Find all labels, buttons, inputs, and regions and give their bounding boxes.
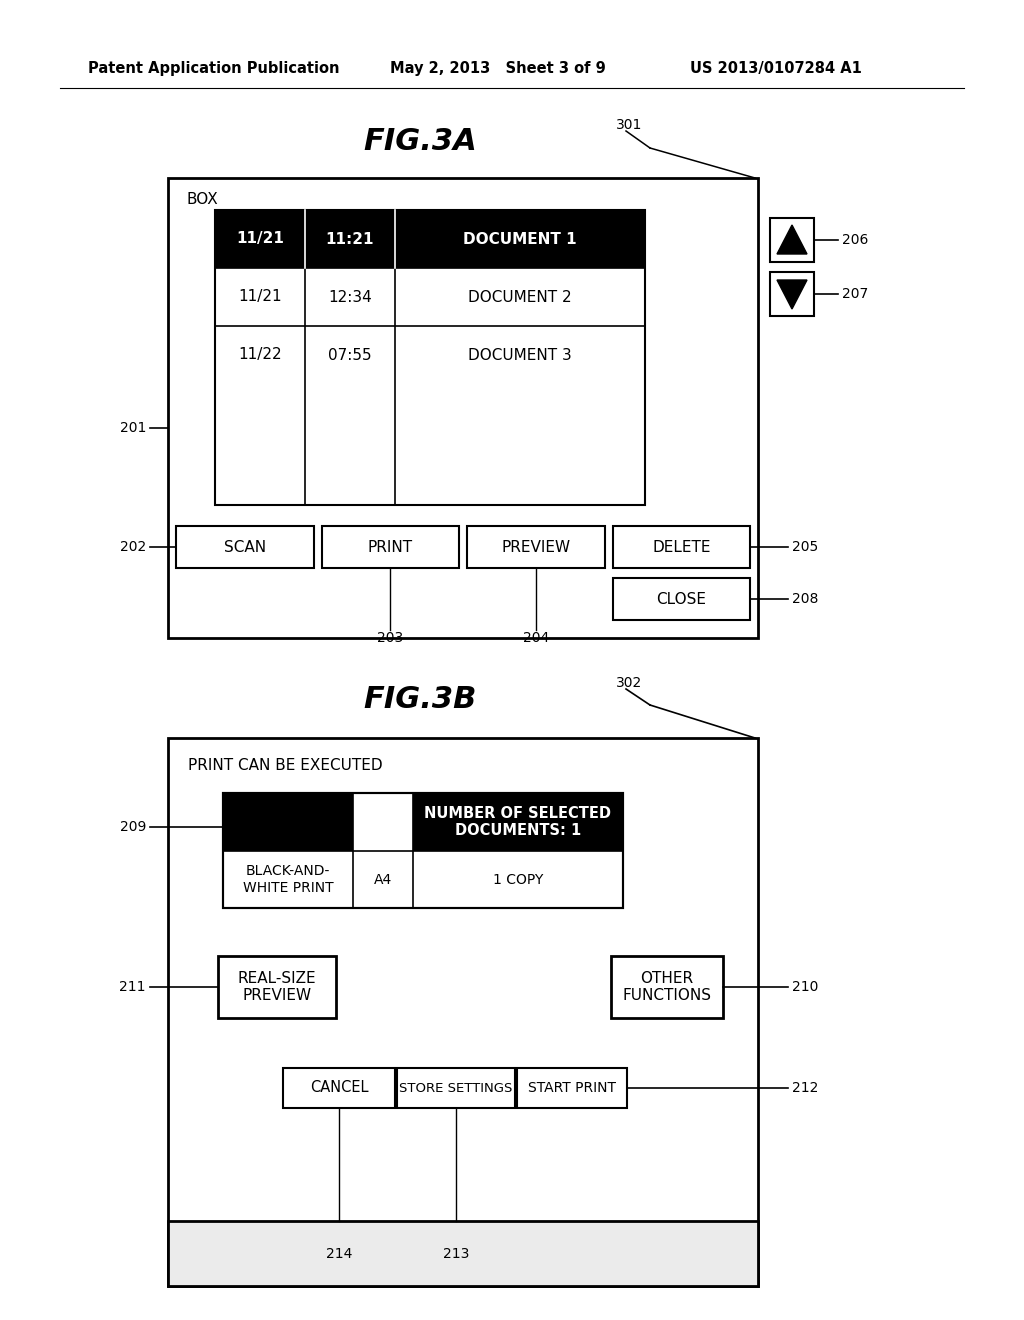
Text: 202: 202	[120, 540, 146, 554]
Polygon shape	[777, 224, 807, 253]
Text: 208: 208	[792, 591, 818, 606]
Text: CLOSE: CLOSE	[656, 591, 707, 606]
Text: DOCUMENT 1: DOCUMENT 1	[463, 231, 577, 247]
Text: BLACK-AND-
WHITE PRINT: BLACK-AND- WHITE PRINT	[243, 865, 334, 895]
Text: 206: 206	[842, 234, 868, 247]
Text: REAL-SIZE
PREVIEW: REAL-SIZE PREVIEW	[238, 970, 316, 1003]
Bar	[223, 793, 623, 908]
Text: 302: 302	[616, 676, 642, 690]
Text: SCAN: SCAN	[223, 540, 266, 554]
Text: 211: 211	[120, 979, 146, 994]
Bar	[283, 1068, 395, 1107]
Bar	[168, 738, 758, 1286]
Text: 12:34: 12:34	[328, 289, 372, 305]
Bar	[223, 793, 623, 908]
Text: 11:21: 11:21	[326, 231, 374, 247]
Bar	[770, 218, 814, 261]
Text: START PRINT: START PRINT	[528, 1081, 616, 1096]
Text: STORE SETTINGS: STORE SETTINGS	[399, 1081, 513, 1094]
Text: May 2, 2013   Sheet 3 of 9: May 2, 2013 Sheet 3 of 9	[390, 61, 606, 75]
Polygon shape	[777, 280, 807, 309]
Text: 1 COPY: 1 COPY	[493, 873, 543, 887]
Text: 11/22: 11/22	[239, 347, 282, 363]
Bar	[397, 1068, 515, 1107]
Text: A4: A4	[374, 873, 392, 887]
Text: US 2013/0107284 A1: US 2013/0107284 A1	[690, 61, 862, 75]
Text: NUMBER OF SELECTED
DOCUMENTS: 1: NUMBER OF SELECTED DOCUMENTS: 1	[425, 805, 611, 838]
Bar	[168, 178, 758, 638]
Bar	[467, 525, 604, 568]
Text: 203: 203	[377, 631, 403, 645]
Bar	[218, 956, 336, 1018]
Text: 207: 207	[842, 286, 868, 301]
Text: 214: 214	[326, 1246, 352, 1261]
Bar	[176, 525, 313, 568]
Text: BOX: BOX	[186, 193, 218, 207]
Text: 205: 205	[792, 540, 818, 554]
Text: 11/21: 11/21	[239, 289, 282, 305]
Bar	[215, 210, 645, 506]
Text: FIG.3B: FIG.3B	[364, 685, 477, 714]
Text: 201: 201	[120, 421, 146, 436]
Text: 07:55: 07:55	[328, 347, 372, 363]
Text: Patent Application Publication: Patent Application Publication	[88, 61, 340, 75]
Text: OTHER
FUNCTIONS: OTHER FUNCTIONS	[623, 970, 712, 1003]
Bar	[611, 956, 723, 1018]
Text: 204: 204	[522, 631, 549, 645]
Text: FIG.3A: FIG.3A	[364, 128, 477, 157]
Bar	[517, 1068, 627, 1107]
Text: 210: 210	[792, 979, 818, 994]
Bar	[223, 793, 353, 851]
Bar	[612, 525, 750, 568]
Text: PRINT CAN BE EXECUTED: PRINT CAN BE EXECUTED	[188, 759, 383, 774]
Bar	[322, 525, 459, 568]
Text: CANCEL: CANCEL	[309, 1081, 369, 1096]
Text: 301: 301	[616, 117, 642, 132]
Text: 212: 212	[792, 1081, 818, 1096]
Text: 209: 209	[120, 820, 146, 834]
Bar	[612, 578, 750, 620]
Text: DOCUMENT 3: DOCUMENT 3	[468, 347, 571, 363]
Text: 11/21: 11/21	[237, 231, 284, 247]
Bar	[168, 1221, 758, 1286]
Text: DOCUMENT 2: DOCUMENT 2	[468, 289, 571, 305]
Text: PREVIEW: PREVIEW	[501, 540, 570, 554]
Bar	[770, 272, 814, 315]
Bar	[413, 793, 623, 851]
Text: 213: 213	[442, 1246, 469, 1261]
Bar	[215, 210, 645, 268]
Text: PRINT: PRINT	[368, 540, 413, 554]
Text: DELETE: DELETE	[652, 540, 711, 554]
